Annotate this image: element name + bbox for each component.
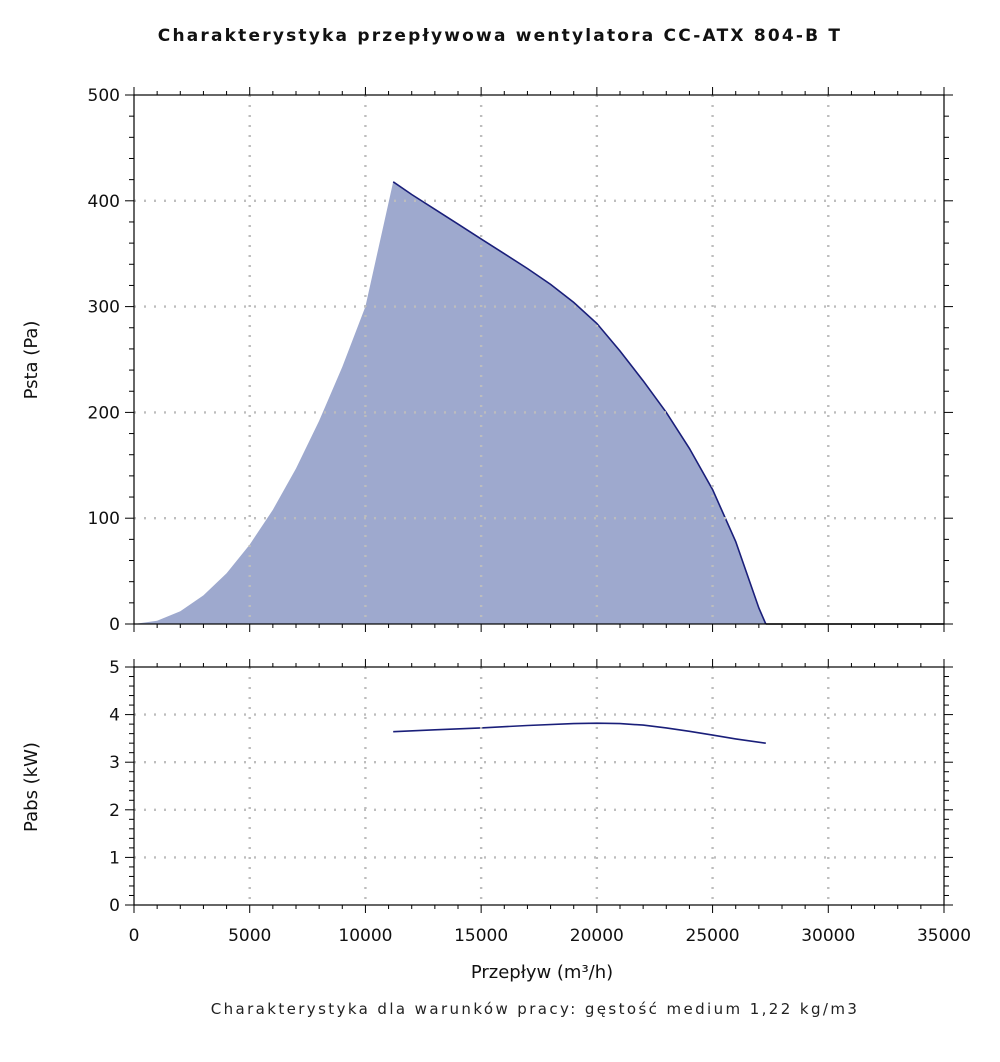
power-frame	[133, 666, 945, 906]
x-tick-label: 15000	[454, 926, 508, 946]
x-axis-tick-labels: 0 5000 10000 15000 20000 25000 30000 35000	[129, 926, 971, 946]
power-plot: 0 1 2 3 4 5	[109, 658, 953, 916]
pressure-curve-line	[392, 181, 767, 625]
x-tick-label: 5000	[228, 926, 271, 946]
pressure-axis-label: Psta (Pa)	[21, 321, 42, 400]
x-tick-label: 20000	[570, 926, 624, 946]
power-y-tick-label: 2	[109, 801, 120, 821]
pressure-frame	[133, 94, 945, 625]
x-tick-label: 30000	[801, 926, 855, 946]
pressure-plot: 0 100 200 300 400 500	[88, 86, 953, 635]
x-tick-label: 35000	[917, 926, 971, 946]
power-y-tick-label: 3	[109, 753, 120, 773]
x-axis-label: Przepływ (m³/h)	[471, 962, 613, 983]
x-tick-label: 10000	[338, 926, 392, 946]
pressure-y-tick-label: 300	[88, 298, 120, 318]
pressure-y-tick-label: 500	[88, 86, 120, 106]
pressure-y-tick-label: 100	[88, 509, 120, 529]
pressure-y-tick-label: 400	[88, 192, 120, 212]
x-tick-label: 25000	[686, 926, 740, 946]
pressure-area-fill	[134, 181, 766, 625]
power-y-tick-label: 0	[109, 896, 120, 916]
power-curve-line	[393, 722, 766, 744]
x-tick-label: 0	[129, 926, 140, 946]
power-axis-label: Pabs (kW)	[21, 742, 42, 832]
pressure-y-tick-label: 200	[88, 403, 120, 423]
power-y-tick-label: 5	[109, 658, 120, 678]
pressure-y-tick-label: 0	[109, 615, 120, 635]
footnote: Charakterystyka dla warunków pracy: gęst…	[210, 1000, 860, 1018]
power-y-tick-label: 1	[109, 848, 120, 868]
power-y-tick-label: 4	[109, 706, 120, 726]
chart-title: Charakterystyka przepływowa wentylatora …	[157, 26, 843, 46]
